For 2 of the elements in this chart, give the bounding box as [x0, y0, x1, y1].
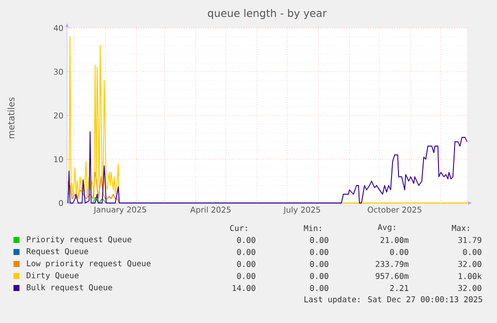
y-axis-title: metatiles [8, 97, 14, 138]
chart-title: queue length - by year [208, 8, 327, 20]
